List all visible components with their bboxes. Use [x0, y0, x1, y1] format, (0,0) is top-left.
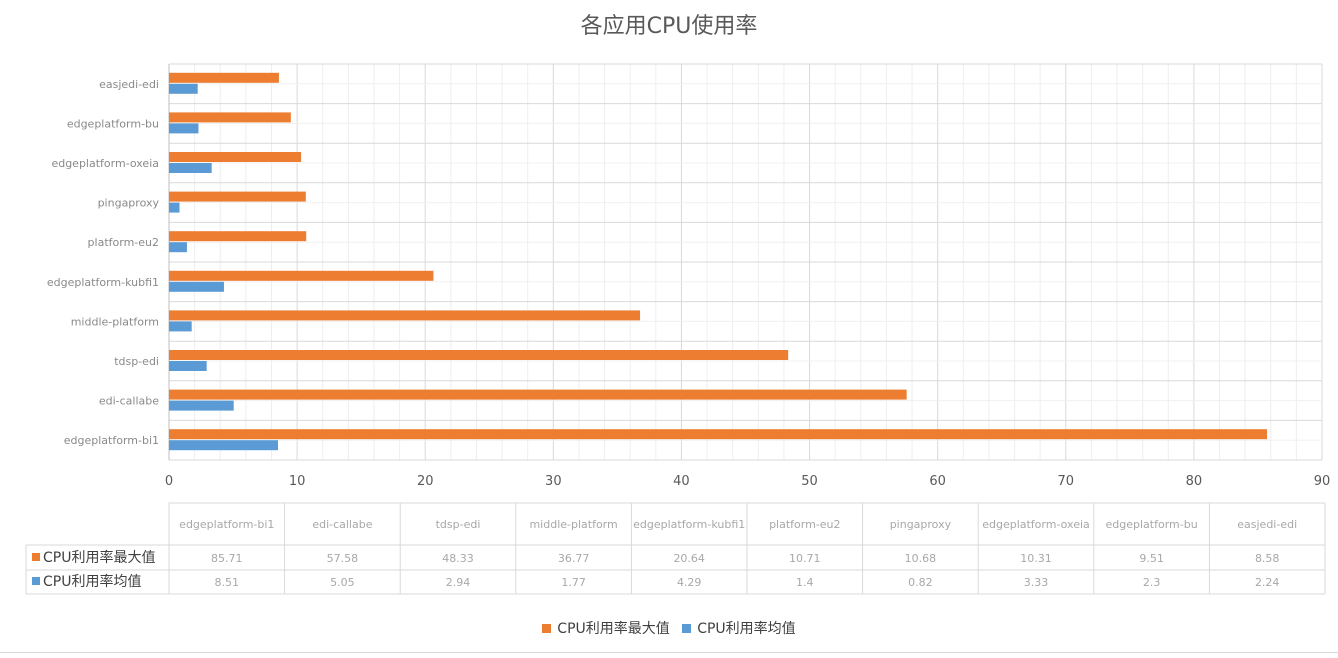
table-header-cell: tdsp-edi [436, 518, 481, 531]
bar-max-edgeplatform-kubfi1 [169, 271, 433, 281]
legend: CPU利用率最大值 CPU利用率均值 [0, 618, 1338, 638]
legend-label-avg: CPU利用率均值 [697, 618, 795, 638]
table-row-swatch [32, 577, 40, 585]
data-table: edgeplatform-bi1 edi-callabe tdsp-edi middl… [26, 503, 1325, 594]
category-label: pingaproxy [98, 197, 160, 210]
legend-swatch-max [542, 624, 551, 633]
legend-item-avg: CPU利用率均值 [682, 618, 795, 638]
x-tick-label: 40 [673, 474, 690, 489]
table-header-cell: edi-callabe [312, 518, 372, 531]
bar-max-edi-callabe [169, 390, 907, 400]
table-value-cell: 2.24 [1255, 576, 1280, 589]
category-label: edgeplatform-kubfi1 [47, 276, 159, 289]
table-value-cell: 5.05 [330, 576, 355, 589]
table-value-cell: 2.94 [446, 576, 471, 589]
bar-avg-platform-eu2 [169, 242, 187, 252]
bar-max-easjedi-edi [169, 73, 279, 83]
table-value-cell: 10.71 [789, 552, 821, 565]
table-value-cell: 2.3 [1143, 576, 1161, 589]
table-value-cell: 85.71 [211, 552, 243, 565]
category-labels: edgeplatform-bi1 edi-callabe tdsp-edi middl… [47, 78, 160, 447]
x-axis-ticks: 0 10 20 30 40 50 60 70 80 90 [165, 474, 1330, 489]
bar-avg-pingaproxy [169, 203, 180, 213]
table-header-cell: edgeplatform-bi1 [179, 518, 274, 531]
table-row-label: CPU利用率最大值 [43, 549, 155, 566]
bar-avg-easjedi-edi [169, 84, 198, 94]
table-value-cell: 8.58 [1255, 552, 1280, 565]
table-value-cell: 57.58 [327, 552, 359, 565]
table-value-cell: 48.33 [442, 552, 474, 565]
x-tick-label: 0 [165, 474, 173, 489]
bottom-divider [0, 652, 1338, 653]
bar-max-edgeplatform-bi1 [169, 429, 1267, 439]
grid-lines [169, 64, 1322, 460]
table-value-cell: 1.77 [561, 576, 586, 589]
table-value-cell: 36.77 [558, 552, 590, 565]
category-label: edgeplatform-bu [67, 117, 159, 130]
bar-max-edgeplatform-oxeia [169, 152, 301, 162]
table-header-cell: edgeplatform-bu [1106, 518, 1198, 531]
legend-item-max: CPU利用率最大值 [542, 618, 669, 638]
table-header-cell: easjedi-edi [1237, 518, 1297, 531]
category-label: middle-platform [71, 315, 159, 328]
table-header-cell: edgeplatform-kubfi1 [633, 518, 745, 531]
table-value-cell: 4.29 [677, 576, 702, 589]
table-value-cell: 9.51 [1139, 552, 1164, 565]
table-value-cell: 1.4 [796, 576, 814, 589]
table-value-cell: 20.64 [673, 552, 705, 565]
x-tick-label: 20 [417, 474, 434, 489]
table-row-label: CPU利用率均值 [43, 573, 141, 590]
bar-max-platform-eu2 [169, 231, 306, 241]
bar-max-tdsp-edi [169, 350, 788, 360]
table-value-cell: 3.33 [1024, 576, 1049, 589]
table-value-cell: 8.51 [215, 576, 240, 589]
table-header-cell: pingaproxy [890, 518, 952, 531]
bar-avg-tdsp-edi [169, 361, 207, 371]
bar-max-edgeplatform-bu [169, 112, 291, 122]
bar-avg-edgeplatform-bu [169, 123, 198, 133]
bar-avg-edgeplatform-bi1 [169, 440, 278, 450]
table-value-cell: 10.31 [1020, 552, 1052, 565]
bar-max-pingaproxy [169, 192, 306, 202]
bar-avg-edi-callabe [169, 401, 234, 411]
category-label: platform-eu2 [88, 236, 159, 249]
table-value-cell: 10.68 [905, 552, 937, 565]
legend-label-max: CPU利用率最大值 [557, 618, 669, 638]
table-header-cell: middle-platform [529, 518, 617, 531]
category-label: edgeplatform-oxeia [51, 157, 159, 170]
category-label: edi-callabe [99, 395, 159, 408]
x-tick-label: 90 [1314, 474, 1331, 489]
table-value-cell: 0.82 [908, 576, 933, 589]
x-tick-label: 10 [289, 474, 306, 489]
table-row-swatch [32, 553, 40, 561]
bar-avg-middle-platform [169, 321, 192, 331]
x-tick-label: 50 [801, 474, 818, 489]
table-header-cell: platform-eu2 [769, 518, 840, 531]
x-tick-label: 60 [929, 474, 946, 489]
bar-max-middle-platform [169, 310, 640, 320]
x-tick-label: 80 [1186, 474, 1203, 489]
category-label: edgeplatform-bi1 [64, 434, 159, 447]
table-header-cell: edgeplatform-oxeia [982, 518, 1090, 531]
category-label: easjedi-edi [99, 78, 159, 91]
bar-avg-edgeplatform-oxeia [169, 163, 212, 173]
x-tick-label: 70 [1058, 474, 1075, 489]
x-tick-label: 30 [545, 474, 562, 489]
legend-swatch-avg [682, 624, 691, 633]
category-label: tdsp-edi [114, 355, 159, 368]
bar-avg-edgeplatform-kubfi1 [169, 282, 224, 292]
